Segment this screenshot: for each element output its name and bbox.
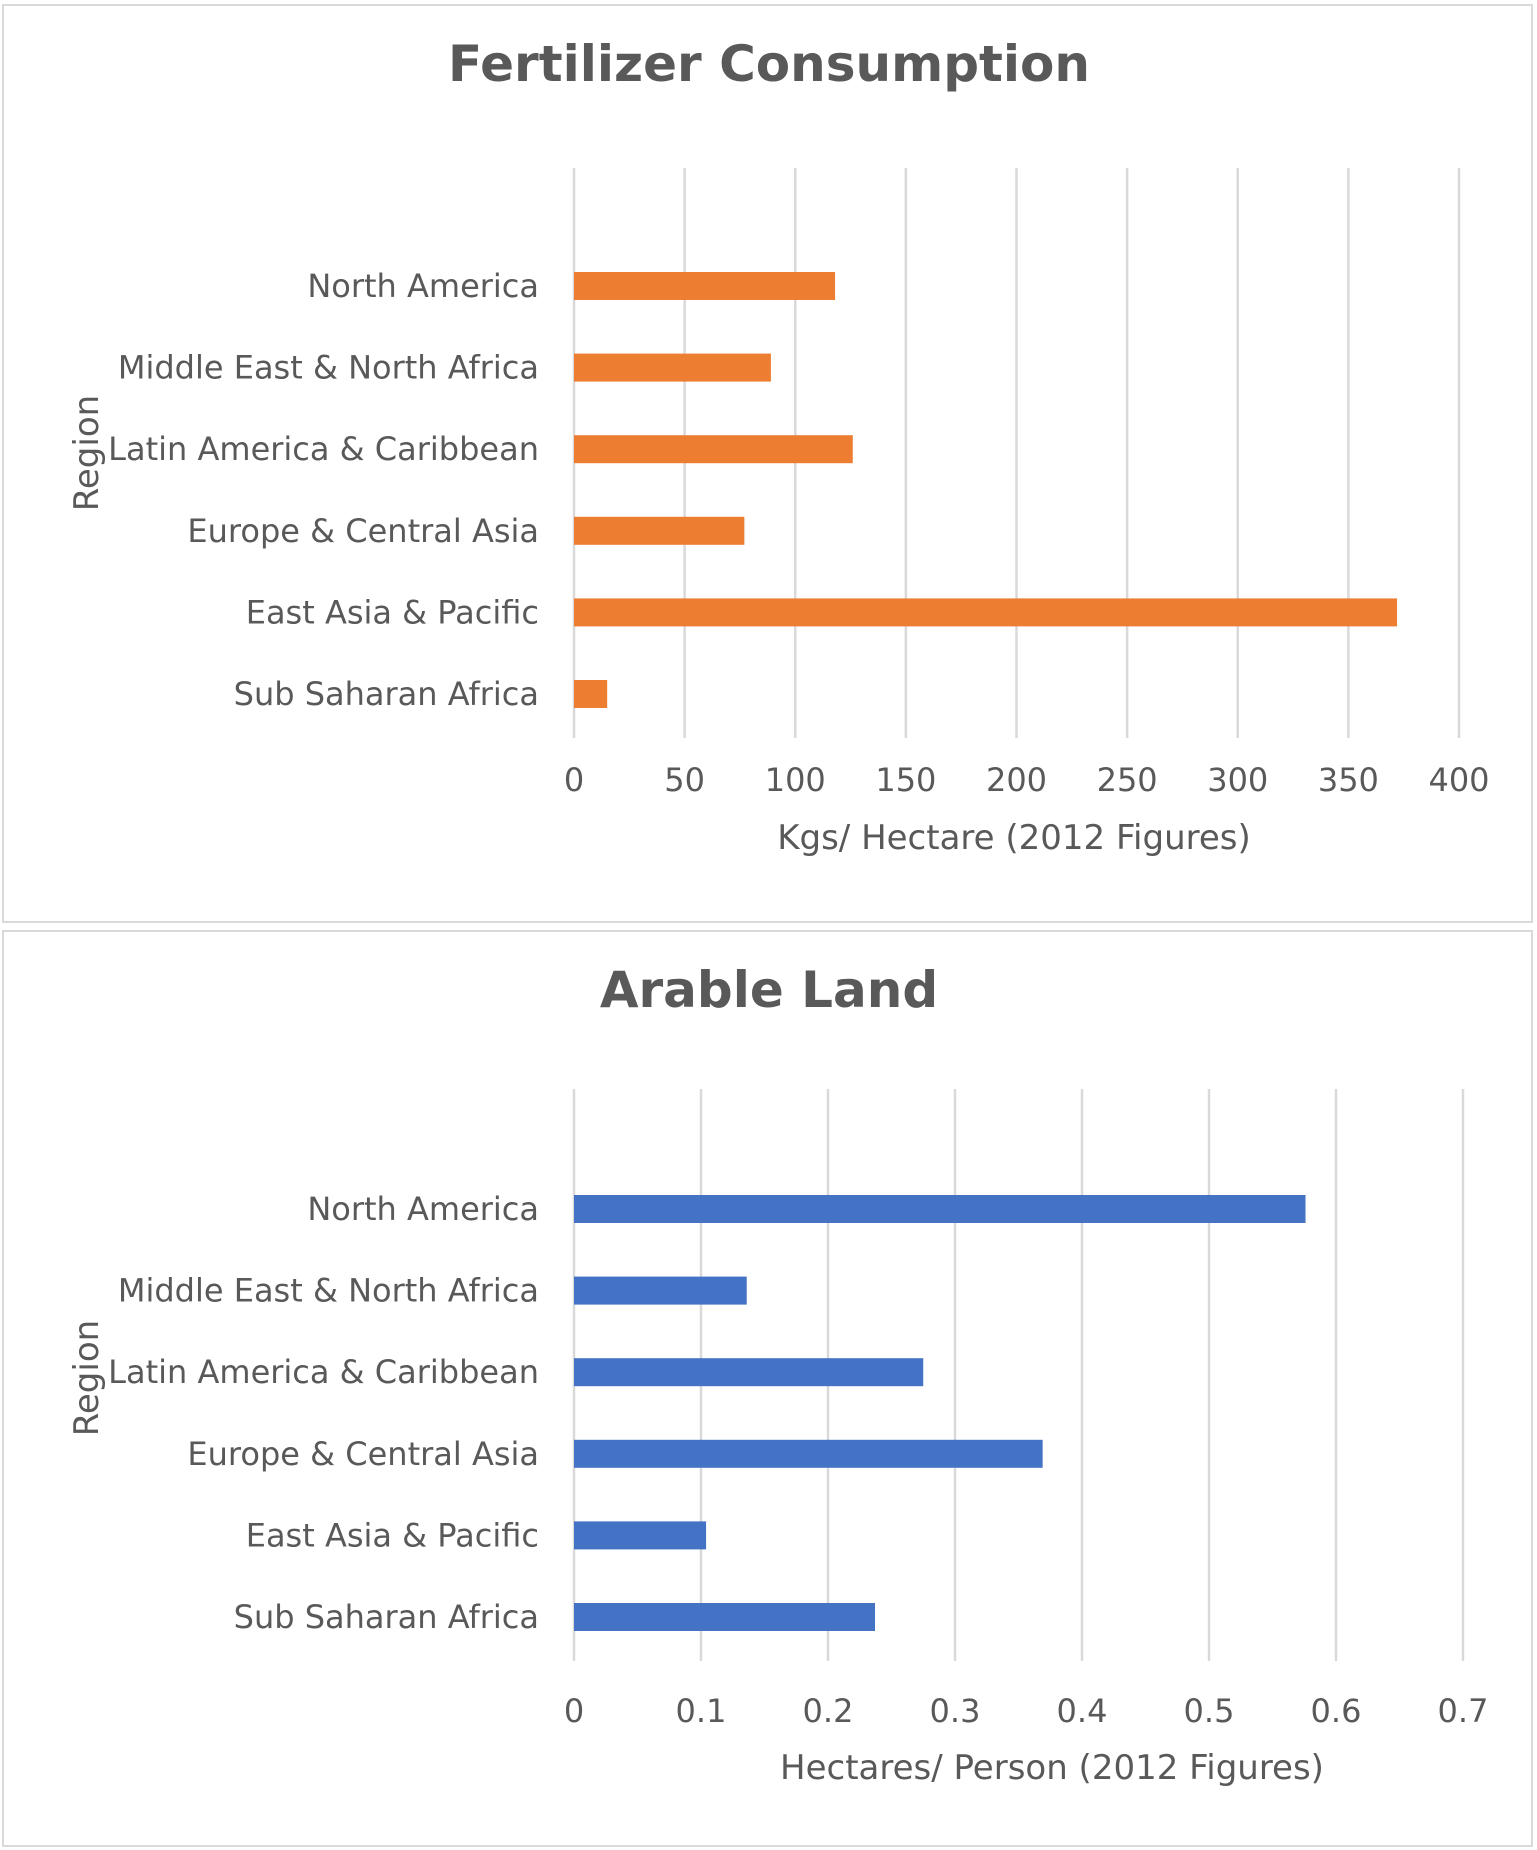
y-axis-title: Region: [67, 395, 107, 511]
x-tick-label: 350: [1318, 761, 1379, 799]
y-axis-title: Region: [67, 1320, 107, 1436]
bars: [574, 272, 1398, 708]
x-tick-label: 0: [564, 1692, 584, 1730]
x-tick-label: 0.3: [930, 1692, 981, 1730]
x-tick-labels: 0 0.1 0.2 0.3 0.4 0.5 0.6 0.7: [564, 1692, 1489, 1730]
bar-sub-saharan-africa: [574, 680, 608, 708]
category-label: Latin America & Caribbean: [108, 430, 539, 468]
bar-sub-saharan-africa: [574, 1603, 875, 1631]
x-tick-label: 50: [664, 761, 705, 799]
bar-middle-east-and-north-africa: [574, 1276, 747, 1305]
bar-latin-america-and-caribbean: [574, 435, 853, 464]
category-label: East Asia & Pacific: [246, 593, 539, 631]
bar-europe-and-central-asia: [574, 516, 745, 545]
x-axis-title: Kgs/ Hectare (2012 Figures): [777, 818, 1251, 858]
x-tick-label: 0: [564, 761, 584, 799]
category-label: Middle East & North Africa: [118, 1272, 539, 1310]
bar-europe-and-central-asia: [574, 1439, 1043, 1468]
bars: [574, 1195, 1306, 1631]
chart-title: Arable Land: [600, 961, 938, 1019]
arable-land-chart: Arable Land North America Middle East & N…: [67, 961, 1489, 1788]
category-label: Europe & Central Asia: [187, 512, 539, 550]
x-tick-label: 400: [1428, 761, 1489, 799]
category-label: Sub Saharan Africa: [234, 1598, 539, 1636]
x-tick-labels: 0 50 100 150 200 250 300 350 400: [564, 761, 1490, 799]
fertilizer-chart-panel: Fertilizer Consumption North America Midd…: [2, 4, 1533, 923]
x-tick-label: 0.7: [1438, 1692, 1489, 1730]
arable-land-chart-panel: Arable Land North America Middle East & N…: [2, 930, 1533, 1847]
bar-north-america: [574, 1195, 1306, 1223]
bar-east-asia-and-pacific: [574, 598, 1398, 627]
category-label: North America: [307, 267, 539, 305]
category-label: East Asia & Pacific: [246, 1516, 539, 1554]
x-tick-label: 0.6: [1311, 1692, 1362, 1730]
x-tick-label: 200: [986, 761, 1047, 799]
x-tick-label: 250: [1097, 761, 1158, 799]
x-tick-label: 300: [1207, 761, 1268, 799]
bar-latin-america-and-caribbean: [574, 1358, 924, 1387]
x-tick-label: 0.4: [1057, 1692, 1108, 1730]
bar-east-asia-and-pacific: [574, 1521, 707, 1550]
x-axis-title: Hectares/ Person (2012 Figures): [780, 1748, 1324, 1788]
x-tick-label: 150: [875, 761, 936, 799]
x-tick-label: 0.5: [1184, 1692, 1235, 1730]
gridlines: [572, 168, 1461, 738]
category-label: Sub Saharan Africa: [234, 675, 539, 713]
x-tick-label: 0.1: [676, 1692, 727, 1730]
category-label: North America: [307, 1190, 539, 1228]
gridlines: [572, 1089, 1465, 1661]
category-label: Latin America & Caribbean: [108, 1353, 539, 1391]
category-labels: North America Middle East & North Africa L…: [108, 1190, 539, 1636]
bar-middle-east-and-north-africa: [574, 353, 771, 382]
fertilizer-chart: Fertilizer Consumption North America Midd…: [67, 35, 1490, 858]
category-label: Europe & Central Asia: [187, 1435, 539, 1473]
category-labels: North America Middle East & North Africa L…: [108, 267, 539, 713]
x-tick-label: 0.2: [803, 1692, 854, 1730]
category-label: Middle East & North Africa: [118, 349, 539, 387]
bar-north-america: [574, 272, 836, 300]
chart-title: Fertilizer Consumption: [448, 35, 1090, 93]
x-tick-label: 100: [765, 761, 826, 799]
